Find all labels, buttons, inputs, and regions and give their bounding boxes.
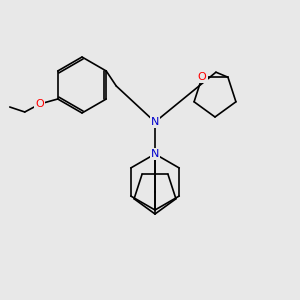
Text: N: N: [151, 149, 159, 159]
Text: O: O: [35, 99, 44, 109]
Text: O: O: [198, 72, 206, 82]
Text: N: N: [151, 117, 159, 127]
